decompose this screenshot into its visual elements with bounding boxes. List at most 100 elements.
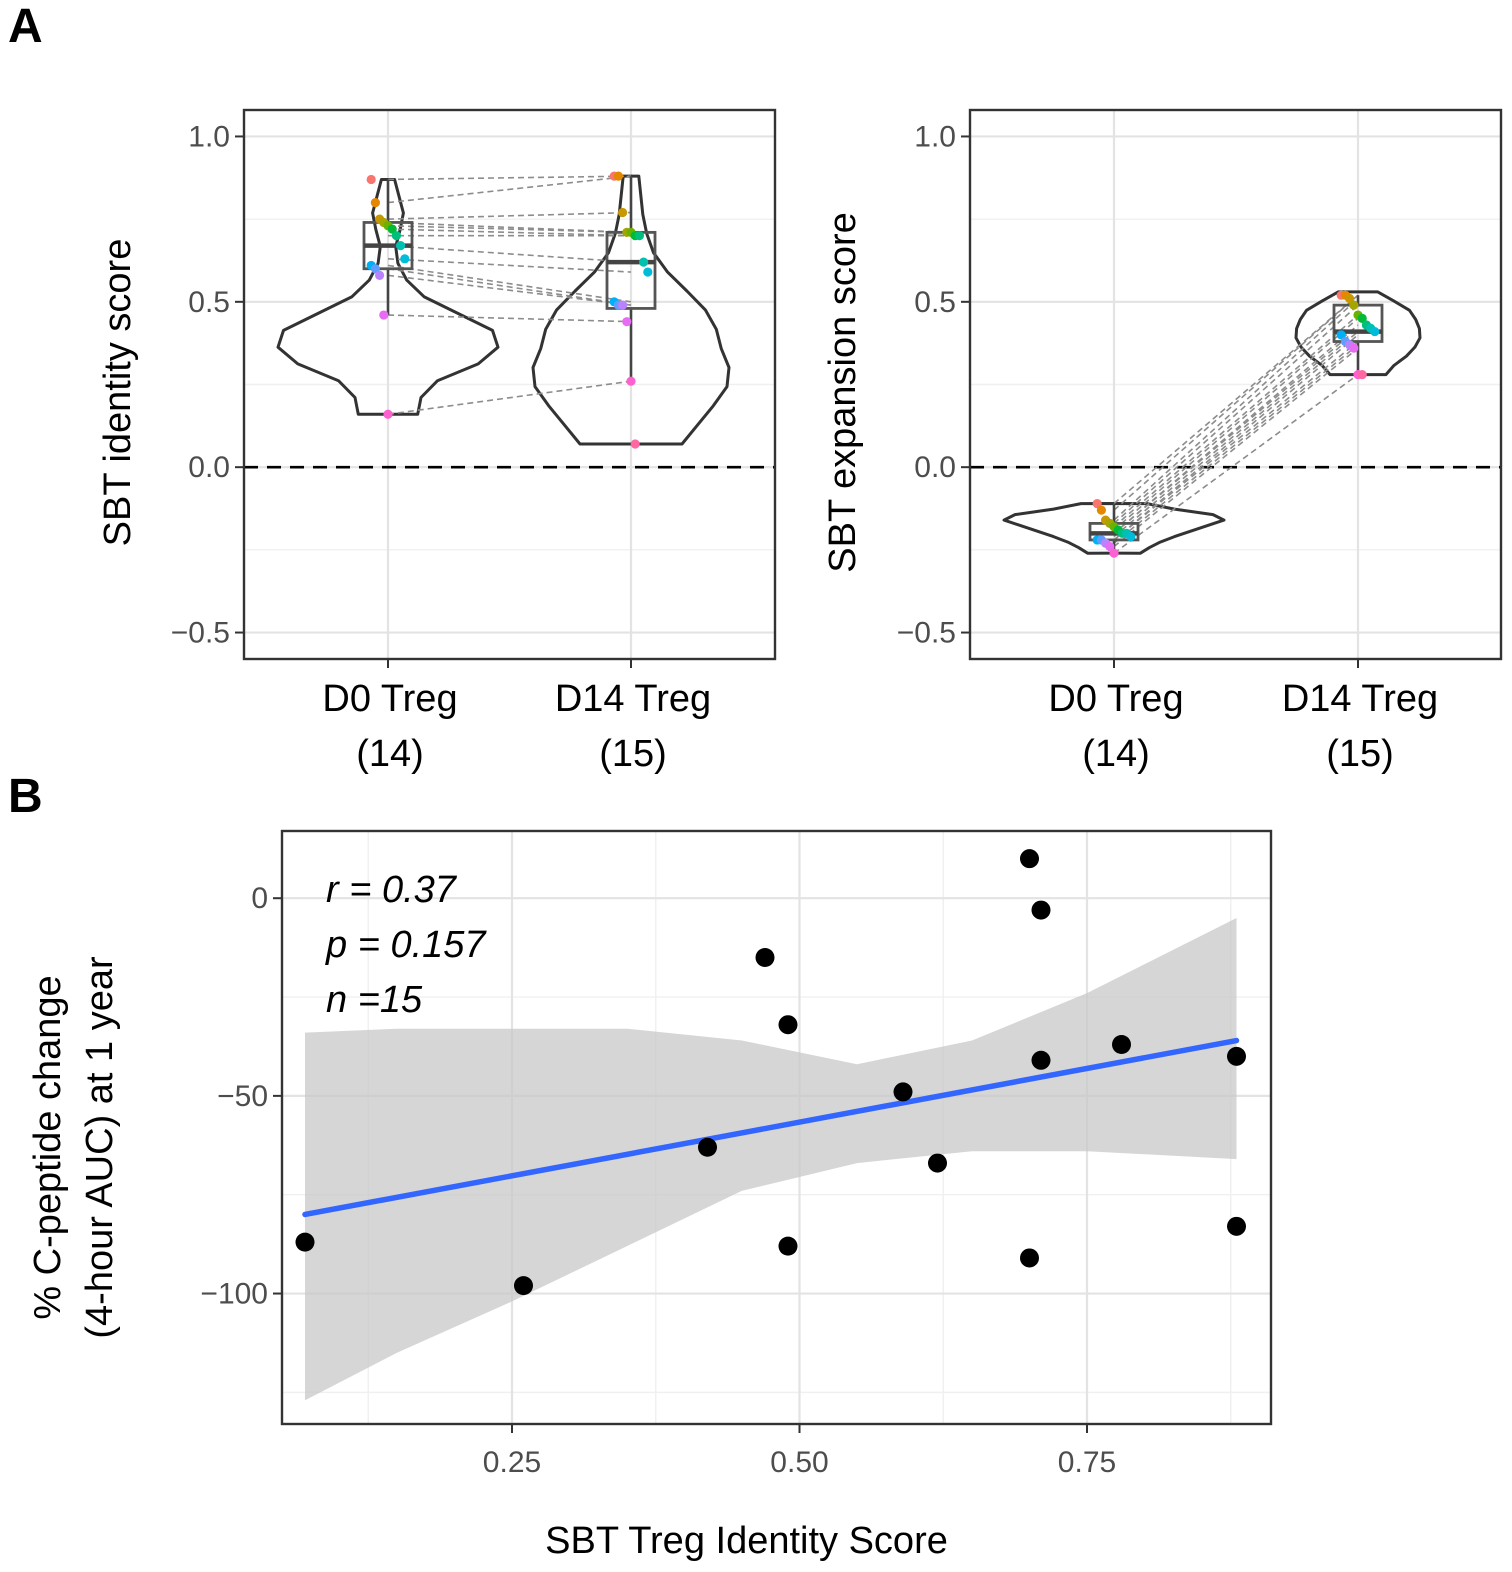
data-point	[379, 310, 389, 320]
data-point	[1345, 293, 1355, 304]
data-point	[391, 231, 401, 241]
scatter-point	[1227, 1216, 1246, 1236]
scatter-point	[698, 1137, 717, 1157]
paired-dashed-line	[1113, 330, 1359, 538]
paired-dashed-line	[1113, 324, 1359, 534]
scatter-point	[1227, 1046, 1246, 1066]
category-label: D0 Treg	[1048, 678, 1183, 720]
identity-violin-plot: 1.0 0.5 0.0 −0.5 D0 Treg (14) D14 Treg (15) SBT …	[97, 108, 777, 775]
x-tick-label: 0.50	[770, 1446, 828, 1479]
panel-frame	[280, 829, 1273, 1426]
data-point	[622, 317, 632, 327]
expansion-violin-plot: 1.0 0.5 0.0 −0.5 D0 Treg (14) D14 Treg (15) SBT …	[822, 108, 1503, 775]
paired-dashed-line	[387, 274, 632, 306]
paired-dashed-line	[387, 258, 632, 273]
scatter-point	[755, 948, 775, 968]
panel-label-a: A	[8, 0, 43, 53]
data-point	[618, 207, 628, 218]
category-label: D0 Treg	[322, 678, 457, 720]
scatter-point	[928, 1153, 947, 1173]
stat-annotation: p = 0.157	[325, 924, 487, 966]
paired-dashed-line	[387, 211, 632, 220]
data-point	[370, 198, 380, 208]
data-point	[630, 439, 640, 449]
x-tick-label: 0.75	[1058, 1446, 1116, 1479]
category-label: D14 Treg	[1282, 678, 1438, 720]
scatter-point	[1112, 1034, 1131, 1054]
data-point	[1349, 300, 1359, 310]
paired-dashed-line	[387, 224, 632, 234]
regression-line	[302, 1037, 1240, 1218]
paired-dashed-line	[1113, 327, 1359, 534]
category-count-label: (14)	[356, 733, 424, 775]
paired-dashed-line	[1113, 314, 1359, 528]
category-count-label: (14)	[1082, 733, 1150, 775]
y-tick-label: −0.5	[897, 617, 956, 650]
stat-annotation: r = 0.37	[326, 869, 458, 911]
scatter-point	[1020, 849, 1039, 869]
y-tick-label: 0.5	[914, 286, 956, 319]
panel-frame	[242, 108, 777, 661]
paired-dashed-line	[1113, 294, 1359, 511]
data-point	[1126, 532, 1136, 542]
category-count-label: (15)	[599, 733, 667, 775]
cpeptide-scatter-plot: 0.25 0.50 0.75 0 −50 −100 r = 0.37 p = 0.157 n =…	[27, 829, 1273, 1562]
data-point	[1349, 343, 1359, 353]
data-point	[1336, 330, 1346, 340]
data-point	[366, 174, 376, 185]
data-point	[1357, 369, 1367, 380]
y-tick-label: 0.0	[188, 451, 230, 484]
data-point	[375, 270, 385, 280]
data-point	[1096, 505, 1106, 515]
data-point	[1357, 313, 1367, 323]
paired-dashed-line	[1113, 304, 1359, 524]
scatter-point	[514, 1276, 533, 1296]
y-tick-label: 1.0	[188, 120, 230, 153]
data-point	[1105, 541, 1115, 552]
data-point	[383, 409, 393, 419]
y-axis-title: SBT identity score	[97, 239, 139, 547]
paired-dashed-line	[387, 264, 632, 303]
paired-dashed-line	[1113, 347, 1359, 548]
y-tick-label: 0.5	[188, 286, 230, 319]
y-tick-label: 0	[251, 882, 268, 915]
paired-dashed-line	[387, 380, 632, 416]
paired-dashed-line	[387, 244, 632, 263]
scatter-point	[1031, 900, 1051, 920]
data-point	[396, 240, 406, 251]
scatter-point	[1031, 1050, 1051, 1070]
y-tick-label: −100	[200, 1278, 268, 1311]
y-tick-label: −50	[217, 1080, 268, 1113]
data-point	[613, 171, 624, 181]
data-point	[387, 224, 397, 234]
scatter-point	[778, 1236, 798, 1256]
paired-dashed-line	[1113, 297, 1359, 521]
scatter-point	[295, 1232, 315, 1252]
paired-dashed-line	[1113, 373, 1359, 554]
paired-dashed-line	[387, 228, 632, 237]
confidence-band	[305, 918, 1237, 1401]
data-point	[370, 264, 380, 274]
data-point	[626, 376, 636, 386]
panel-frame	[968, 108, 1503, 661]
y-axis-title-line2: (4-hour AUC) at 1 year	[79, 956, 121, 1339]
paired-dashed-line	[387, 221, 632, 234]
paired-dashed-line	[387, 314, 632, 323]
data-point	[643, 267, 653, 277]
y-axis-title-line1: % C-peptide change	[27, 975, 69, 1319]
scatter-point	[893, 1082, 913, 1102]
y-tick-label: 0.0	[914, 451, 956, 484]
paired-dashed-line	[387, 175, 632, 204]
data-point	[639, 257, 649, 267]
paired-dashed-line	[387, 267, 632, 306]
data-point	[1370, 326, 1380, 337]
paired-dashed-line	[1113, 334, 1359, 541]
scatter-point	[1020, 1248, 1039, 1268]
data-point	[1092, 498, 1102, 509]
paired-dashed-line	[1113, 317, 1359, 531]
panel-label-b: B	[8, 770, 43, 823]
x-axis-title: SBT Treg Identity Score	[545, 1520, 948, 1562]
data-point	[634, 231, 645, 241]
y-tick-label: 1.0	[914, 120, 956, 153]
